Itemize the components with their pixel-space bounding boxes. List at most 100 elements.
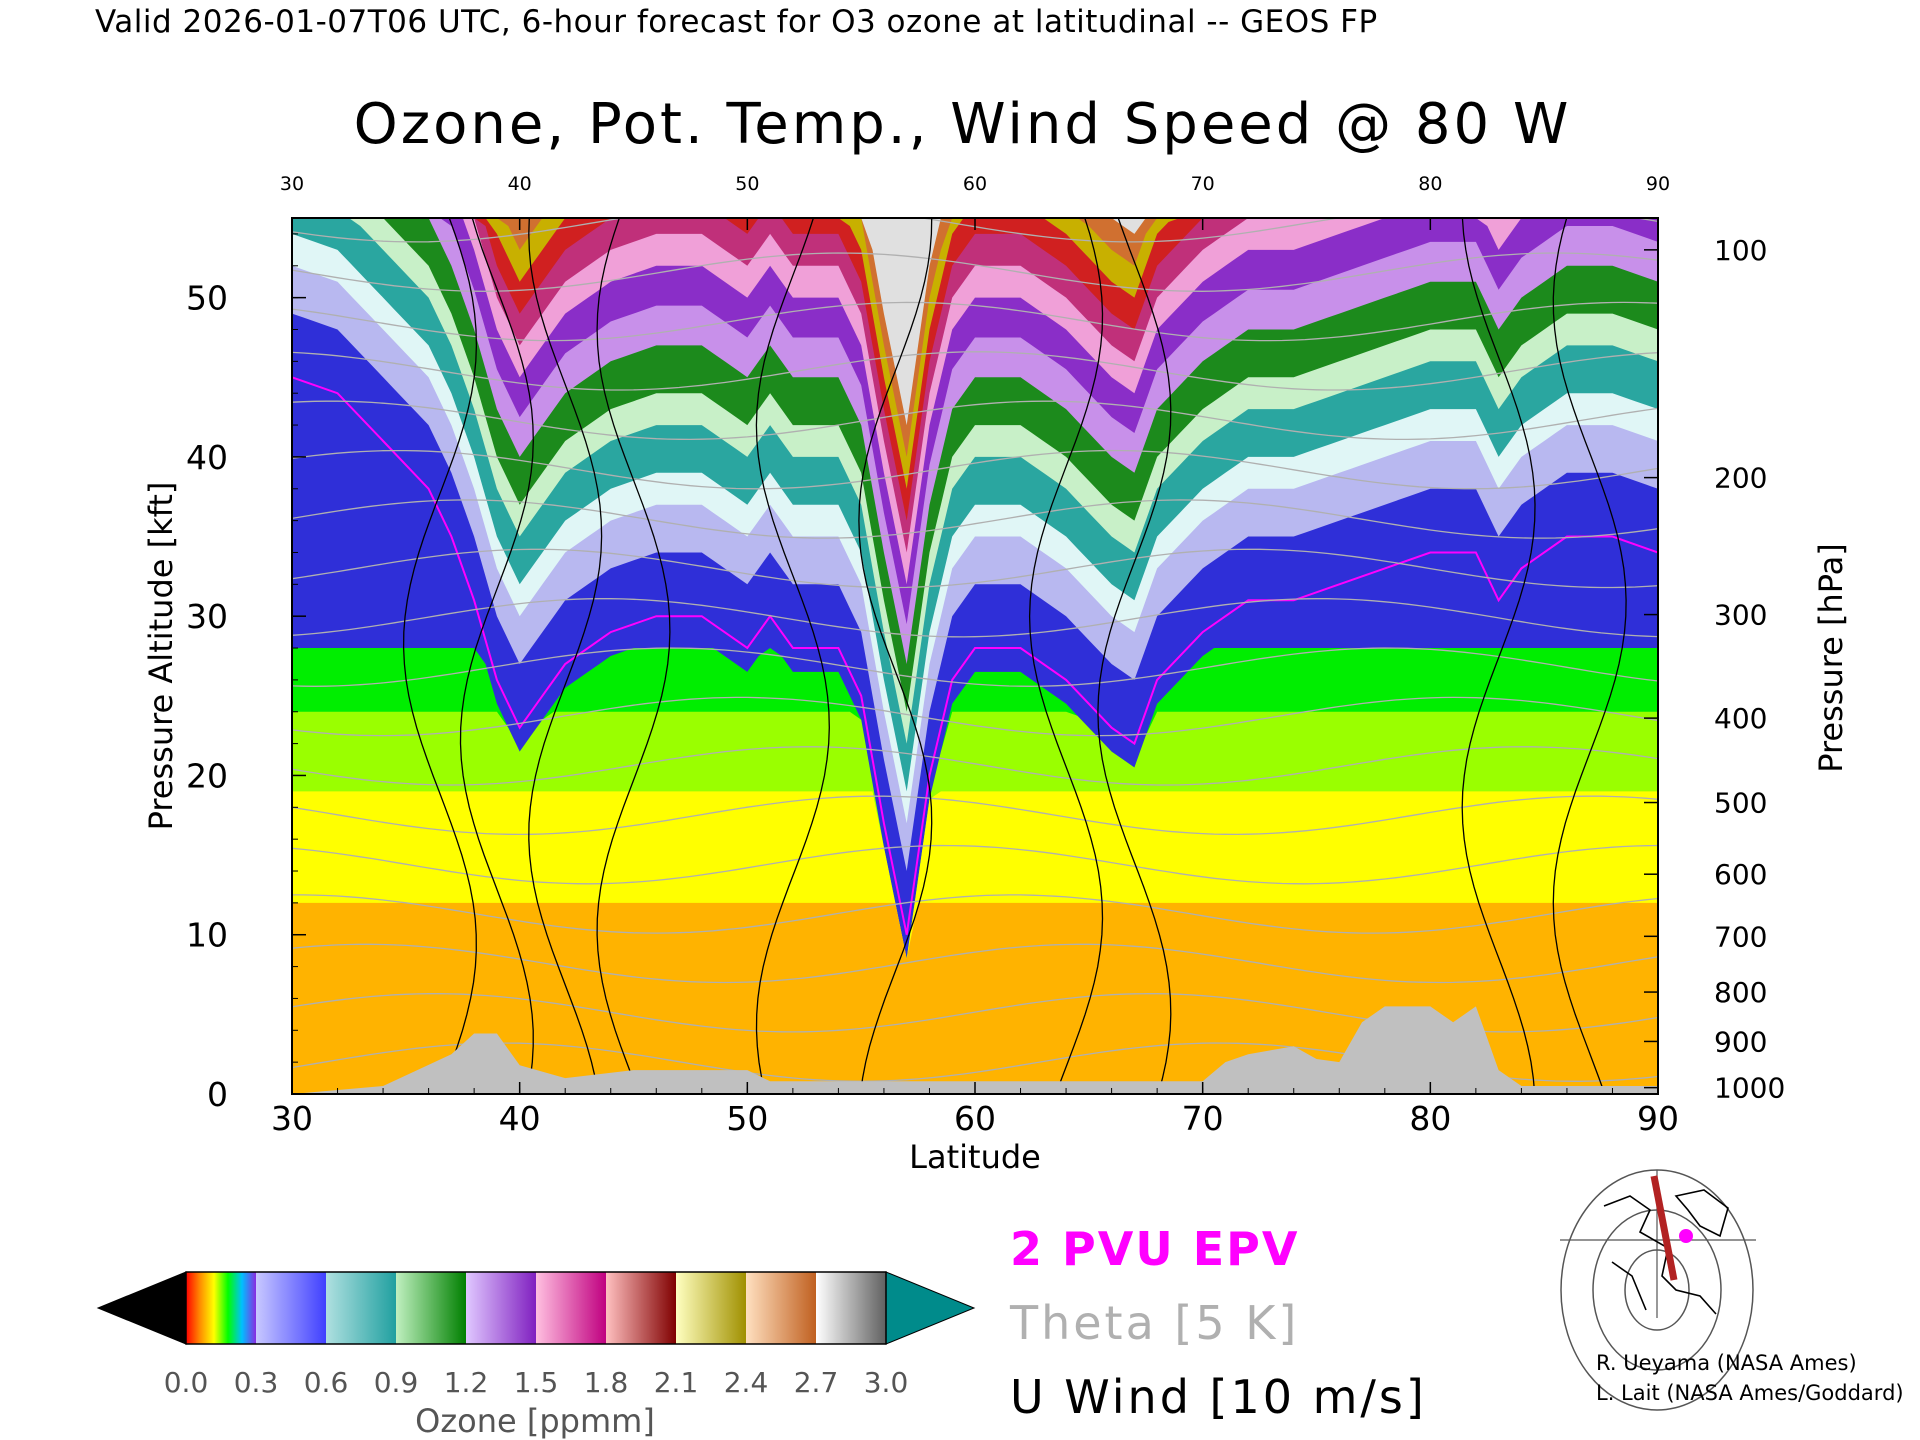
x-tick-label-top: 30	[280, 173, 304, 195]
colorbar-segment	[326, 1272, 396, 1344]
x-tick-label-top: 50	[735, 173, 759, 195]
theta-contour	[292, 647, 1658, 687]
colorbar-over-arrow	[885, 1271, 976, 1345]
cross-section-track	[1650, 1175, 1678, 1281]
y-tick-label: 20	[186, 756, 228, 795]
colorbar-segment	[746, 1272, 816, 1344]
wind-contour	[459, 218, 534, 1094]
colorbar-segment	[466, 1272, 536, 1344]
y-tick-label: 30	[186, 597, 228, 636]
valid-time-header: Valid 2026-01-07T06 UTC, 6-hour forecast…	[95, 4, 1378, 40]
colorbar-segment	[606, 1272, 676, 1344]
theta-contour	[292, 351, 1658, 391]
pressure-tick-label: 900	[1714, 1025, 1767, 1058]
colorbar-segment	[536, 1272, 606, 1344]
theta-contour	[292, 598, 1658, 638]
colorbar-tick-label: 2.4	[724, 1366, 769, 1399]
theta-contour	[292, 844, 1658, 885]
wind-contour	[402, 218, 478, 1094]
colorbar-segment	[676, 1272, 746, 1344]
x-tick-label-top: 70	[1191, 173, 1215, 195]
x-tick-label-top: 80	[1418, 173, 1442, 195]
legend-wind: U Wind [10 m/s]	[1010, 1370, 1427, 1424]
x-axis-label: Latitude	[909, 1138, 1041, 1176]
legend-theta: Theta [5 K]	[1010, 1296, 1300, 1350]
x-tick-label: 30	[271, 1099, 313, 1138]
colorbar-under-arrow	[96, 1271, 187, 1345]
colorbar-tick-label: 0.9	[374, 1366, 419, 1399]
wind-contour	[1097, 218, 1172, 1094]
x-tick-label-top: 90	[1646, 173, 1670, 195]
credit-line-1: R. Ueyama (NASA Ames)	[1596, 1351, 1857, 1375]
pressure-tick-label: 500	[1714, 787, 1767, 820]
wind-contour	[1461, 218, 1536, 1094]
theta-contour	[292, 943, 1658, 984]
colorbar-tick-label: 1.5	[514, 1366, 559, 1399]
credit-line-2: L. Lait (NASA Ames/Goddard)	[1596, 1381, 1904, 1405]
colorbar-label: Ozone [ppmm]	[415, 1402, 655, 1440]
epv-2pvu-contour	[292, 376, 1658, 935]
x-tick-label: 50	[726, 1099, 768, 1138]
theta-contour	[292, 696, 1658, 737]
location-dot	[1679, 1229, 1693, 1243]
ozone-colorbar: 0.0 0.3 0.6 0.9 1.2 1.5 1.8 2.1 2.4 2.7 3.0	[96, 1271, 976, 1399]
terrain-mask	[292, 1006, 1658, 1094]
colorbar-tick-label: 1.2	[444, 1366, 489, 1399]
wind-contour	[528, 218, 603, 1094]
pressure-axis-label: Pressure [hPa]	[1812, 543, 1850, 773]
x-tick-label: 90	[1637, 1099, 1679, 1138]
y-tick-label: 40	[186, 438, 228, 477]
wind-contour	[1028, 218, 1104, 1094]
x-tick-label-top: 40	[508, 173, 532, 195]
axes: 3030404050506060707080809090010203040501…	[186, 173, 1785, 1138]
theta-contour	[292, 746, 1658, 786]
legend-epv: 2 PVU EPV	[1010, 1222, 1300, 1276]
colorbar-segment	[186, 1272, 256, 1344]
pressure-tick-label: 1000	[1714, 1072, 1785, 1105]
colorbar-tick-label: 2.1	[654, 1366, 699, 1399]
troposphere-ozone-band	[292, 902, 1658, 1094]
theta-contour	[292, 449, 1658, 490]
chart-title: Ozone, Pot. Temp., Wind Speed @ 80 W	[353, 92, 1572, 157]
colorbar-tick-label: 3.0	[864, 1366, 909, 1399]
pressure-tick-label: 700	[1714, 920, 1767, 953]
pressure-tick-label: 300	[1714, 599, 1767, 632]
wind-contour	[1552, 218, 1627, 1094]
y-axis-label: Pressure Altitude [kft]	[142, 482, 180, 831]
y-tick-label: 10	[186, 916, 228, 955]
colorbar-segment	[396, 1272, 466, 1344]
wind-contour	[858, 218, 933, 1094]
colorbar-segment	[816, 1272, 886, 1344]
theta-contour	[292, 400, 1658, 441]
x-tick-label: 60	[954, 1099, 996, 1138]
colorbar-tick-label: 2.7	[794, 1366, 839, 1399]
pressure-tick-label: 200	[1714, 462, 1767, 495]
x-tick-label: 70	[1182, 1099, 1224, 1138]
stratosphere-ozone-layer	[292, 218, 1658, 585]
pressure-tick-label: 800	[1714, 976, 1767, 1009]
colorbar-tick-label: 0.6	[304, 1366, 349, 1399]
inset-map	[1556, 1164, 1758, 1411]
x-tick-label: 80	[1409, 1099, 1451, 1138]
x-tick-label: 40	[499, 1099, 541, 1138]
theta-contour	[292, 548, 1658, 589]
colorbar-tick-label: 1.8	[584, 1366, 629, 1399]
theta-contour	[292, 499, 1658, 539]
colorbar-frame	[185, 1271, 887, 1345]
theta-contour	[292, 301, 1658, 342]
pressure-tick-label: 100	[1714, 234, 1767, 267]
colorbar-segment	[256, 1272, 326, 1344]
theta-contour	[292, 795, 1658, 836]
stratosphere-ozone-layer	[292, 218, 1658, 664]
pressure-tick-label: 400	[1714, 702, 1767, 735]
pressure-tick-label: 600	[1714, 858, 1767, 891]
stratosphere-ozone-layer	[292, 218, 1658, 625]
wind-contour	[755, 218, 830, 1094]
theta-contour	[292, 894, 1658, 934]
y-tick-label: 0	[207, 1075, 228, 1114]
x-tick-label-top: 60	[963, 173, 987, 195]
plot-area	[292, 218, 1658, 1094]
colorbar-tick-label: 0.3	[234, 1366, 279, 1399]
wind-contour	[596, 218, 671, 1094]
